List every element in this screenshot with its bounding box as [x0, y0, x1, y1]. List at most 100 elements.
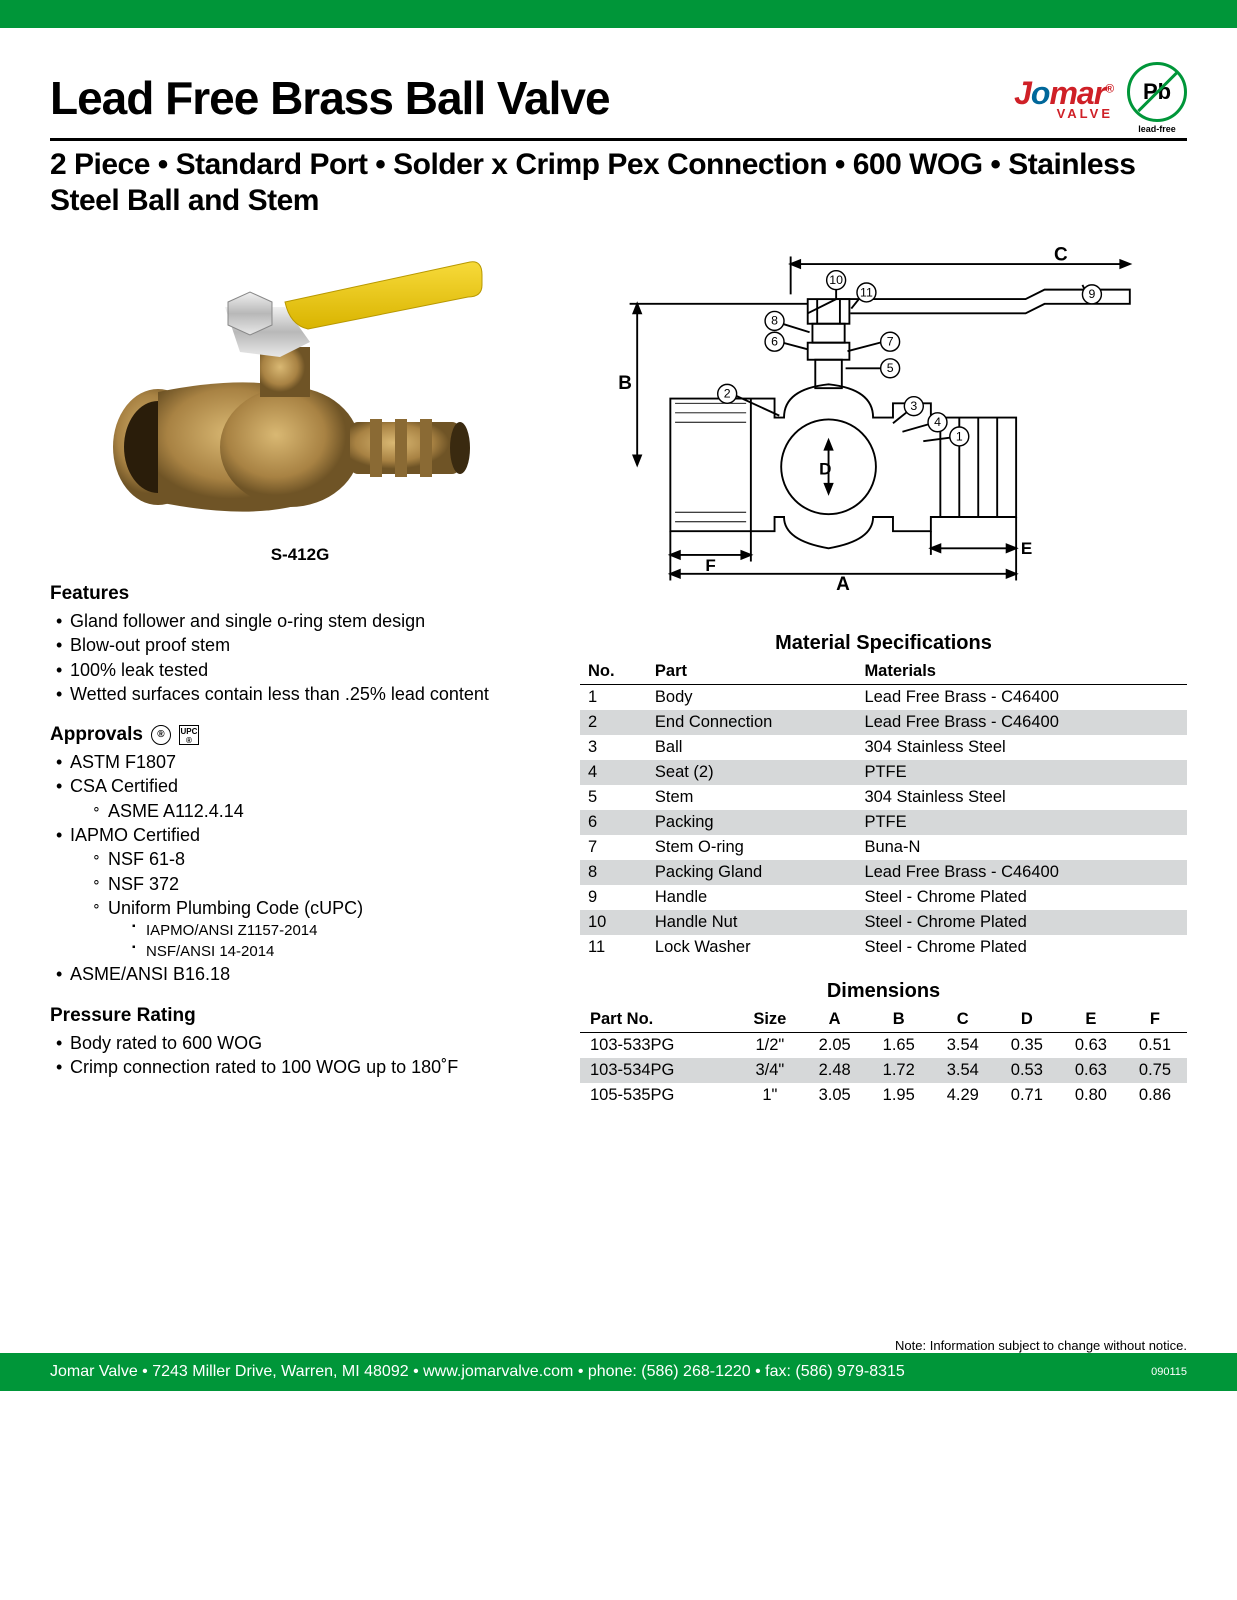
dimensions-header: A [803, 1007, 867, 1033]
dimensions-cell: 0.35 [995, 1033, 1059, 1059]
pressure-item: Body rated to 600 WOG [56, 1031, 550, 1055]
materials-cell: 2 [580, 710, 647, 735]
dimensions-header: Size [737, 1007, 803, 1033]
materials-row: 10Handle NutSteel - Chrome Plated [580, 910, 1187, 935]
dimensions-table: Part No.SizeABCDEF 103-533PG1/2"2.051.65… [580, 1007, 1187, 1108]
approval-item: IAPMO CertifiedNSF 61-8NSF 372Uniform Pl… [56, 823, 550, 962]
approvals-heading: Approvals ® UPC® [50, 724, 550, 746]
page-content: Lead Free Brass Ball Valve Jomar® VALVE … [0, 28, 1237, 1108]
materials-title: Material Specifications [580, 632, 1187, 655]
footer-bar: Jomar Valve • 7243 Miller Drive, Warren,… [0, 1353, 1237, 1391]
materials-cell: Steel - Chrome Plated [856, 885, 1187, 910]
svg-text:2: 2 [724, 387, 731, 401]
svg-text:F: F [705, 556, 715, 575]
svg-text:6: 6 [771, 335, 778, 349]
dimensions-cell: 4.29 [931, 1083, 995, 1108]
pb-badge: Pb [1127, 62, 1187, 122]
materials-cell: 8 [580, 860, 647, 885]
csa-icon: ® [151, 725, 171, 745]
dimensions-row: 103-533PG1/2"2.051.653.540.350.630.51 [580, 1033, 1187, 1059]
subtitle: 2 Piece • Standard Port • Solder x Crimp… [50, 147, 1187, 219]
approval-item: CSA CertifiedASME A112.4.14 [56, 774, 550, 823]
materials-row: 9HandleSteel - Chrome Plated [580, 885, 1187, 910]
materials-cell: Packing Gland [647, 860, 857, 885]
materials-cell: Seat (2) [647, 760, 857, 785]
product-photo [110, 247, 490, 537]
materials-cell: Handle Nut [647, 910, 857, 935]
feature-item: Blow-out proof stem [56, 633, 550, 657]
approval-subitem: ASME A112.4.14 [92, 799, 550, 823]
footer-text: Jomar Valve • 7243 Miller Drive, Warren,… [50, 1363, 905, 1381]
dimensions-header: F [1123, 1007, 1187, 1033]
dimensions-header: C [931, 1007, 995, 1033]
top-green-bar [0, 0, 1237, 28]
technical-diagram: C B [580, 247, 1187, 607]
materials-cell: 7 [580, 835, 647, 860]
header-row: Lead Free Brass Ball Valve Jomar® VALVE … [50, 62, 1187, 141]
materials-row: 11Lock WasherSteel - Chrome Plated [580, 935, 1187, 960]
svg-text:E: E [1021, 539, 1032, 558]
logo-group: Jomar® VALVE Pb lead-free [1014, 62, 1187, 134]
materials-cell: Lead Free Brass - C46400 [856, 710, 1187, 735]
approvals-list: ASTM F1807CSA CertifiedASME A112.4.14IAP… [50, 750, 550, 986]
approvals-heading-text: Approvals [50, 724, 143, 746]
materials-cell: Lock Washer [647, 935, 857, 960]
dimensions-cell: 0.75 [1123, 1058, 1187, 1083]
dimensions-cell: 103-533PG [580, 1033, 737, 1059]
materials-cell: 5 [580, 785, 647, 810]
materials-cell: 6 [580, 810, 647, 835]
materials-cell: Buna-N [856, 835, 1187, 860]
svg-text:D: D [819, 459, 831, 478]
dimensions-cell: 103-534PG [580, 1058, 737, 1083]
materials-cell: End Connection [647, 710, 857, 735]
materials-cell: 304 Stainless Steel [856, 785, 1187, 810]
materials-header: No. [580, 659, 647, 685]
pressure-heading: Pressure Rating [50, 1005, 550, 1027]
approval-subitem: Uniform Plumbing Code (cUPC)IAPMO/ANSI Z… [92, 896, 550, 962]
logo-o: o [1031, 75, 1050, 111]
pressure-item: Crimp connection rated to 100 WOG up to … [56, 1055, 550, 1079]
dimensions-cell: 3.54 [931, 1033, 995, 1059]
svg-text:A: A [836, 574, 850, 595]
pb-label: lead-free [1127, 124, 1187, 134]
materials-cell: Steel - Chrome Plated [856, 935, 1187, 960]
dimensions-cell: 3.05 [803, 1083, 867, 1108]
dimensions-row: 105-535PG1"3.051.954.290.710.800.86 [580, 1083, 1187, 1108]
materials-cell: 10 [580, 910, 647, 935]
materials-cell: Packing [647, 810, 857, 835]
materials-cell: Lead Free Brass - C46400 [856, 685, 1187, 711]
svg-text:4: 4 [934, 415, 941, 429]
materials-row: 3Ball304 Stainless Steel [580, 735, 1187, 760]
features-list: Gland follower and single o-ring stem de… [50, 609, 550, 706]
materials-cell: 3 [580, 735, 647, 760]
approval-subitem: NSF 372 [92, 872, 550, 896]
dimensions-header: B [867, 1007, 931, 1033]
materials-cell: 1 [580, 685, 647, 711]
feature-item: Gland follower and single o-ring stem de… [56, 609, 550, 633]
svg-text:5: 5 [887, 361, 894, 375]
feature-item: 100% leak tested [56, 658, 550, 682]
dimensions-cell: 105-535PG [580, 1083, 737, 1108]
disclaimer-note: Note: Information subject to change with… [0, 1338, 1237, 1353]
features-heading: Features [50, 583, 550, 605]
materials-cell: Body [647, 685, 857, 711]
materials-cell: Steel - Chrome Plated [856, 910, 1187, 935]
dimensions-cell: 0.86 [1123, 1083, 1187, 1108]
materials-cell: PTFE [856, 760, 1187, 785]
materials-cell: 304 Stainless Steel [856, 735, 1187, 760]
approval-sub2item: NSF/ANSI 14-2014 [132, 941, 550, 962]
page-title: Lead Free Brass Ball Valve [50, 71, 610, 125]
svg-text:11: 11 [860, 285, 873, 299]
materials-cell: Ball [647, 735, 857, 760]
materials-header: Materials [856, 659, 1187, 685]
materials-row: 7Stem O-ringBuna-N [580, 835, 1187, 860]
dimensions-header: D [995, 1007, 1059, 1033]
feature-item: Wetted surfaces contain less than .25% l… [56, 682, 550, 706]
dimensions-cell: 1" [737, 1083, 803, 1108]
materials-row: 8Packing GlandLead Free Brass - C46400 [580, 860, 1187, 885]
dimensions-cell: 0.53 [995, 1058, 1059, 1083]
right-column: C B [580, 247, 1187, 1108]
materials-cell: 11 [580, 935, 647, 960]
model-number: S-412G [50, 545, 550, 565]
materials-cell: Stem [647, 785, 857, 810]
